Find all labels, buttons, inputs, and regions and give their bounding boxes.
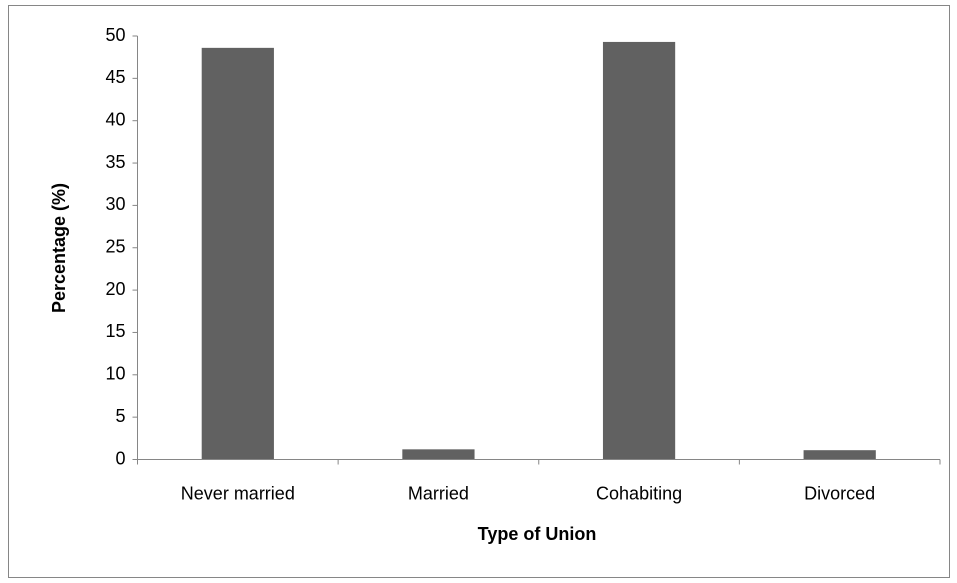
y-tick-label: 10	[105, 364, 125, 384]
x-axis-label: Type of Union	[478, 524, 597, 544]
x-tick-label: Married	[408, 483, 469, 503]
bar	[803, 450, 876, 460]
x-tick-label: Cohabiting	[596, 483, 682, 503]
y-tick-label: 40	[105, 109, 125, 129]
y-tick-label: 20	[105, 279, 125, 299]
bar	[402, 449, 475, 460]
bar	[201, 47, 274, 460]
bar	[602, 41, 676, 460]
y-tick-label: 45	[105, 67, 125, 87]
y-tick-label: 5	[115, 406, 125, 426]
y-tick-label: 0	[115, 448, 125, 468]
y-tick-label: 25	[105, 237, 125, 257]
y-tick-label: 35	[105, 152, 125, 172]
x-tick-label: Divorced	[804, 483, 875, 503]
y-tick-label: 50	[105, 25, 125, 45]
y-tick-label: 30	[105, 194, 125, 214]
chart-border	[8, 5, 950, 578]
y-tick-label: 15	[105, 321, 125, 341]
x-tick-label: Never married	[181, 483, 295, 503]
y-axis-label: Percentage (%)	[49, 183, 69, 313]
